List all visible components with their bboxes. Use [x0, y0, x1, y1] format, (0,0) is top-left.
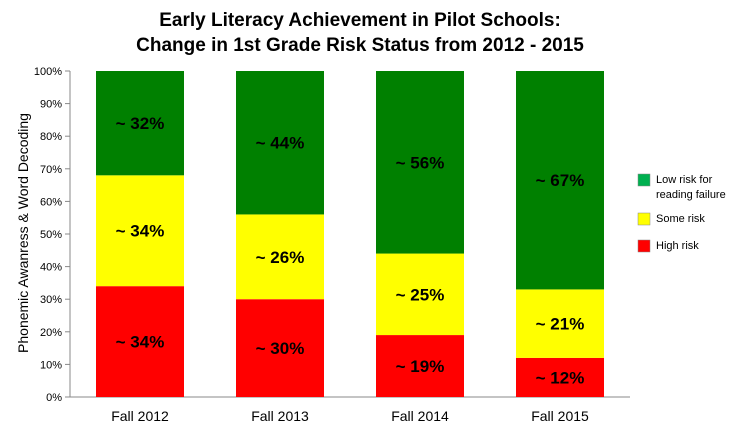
- y-tick-label: 40%: [40, 262, 62, 274]
- legend-swatch: [637, 173, 651, 187]
- bar-segment: [516, 357, 604, 397]
- x-tick-label: Fall 2015: [531, 408, 589, 424]
- data-label: ~ 32%: [116, 114, 165, 133]
- x-tick-label: Fall 2013: [251, 408, 309, 424]
- x-tick-labels: Fall 2012 Fall 2013 Fall 2014 Fall 2015: [111, 408, 589, 424]
- data-label: ~ 25%: [396, 285, 445, 304]
- x-tick-label: Fall 2012: [111, 408, 169, 424]
- bar-segment: [236, 299, 324, 397]
- bar-segment: [376, 71, 464, 254]
- chart-title: Early Literacy Achievement in Pilot Scho…: [136, 10, 584, 56]
- bar-segment: [236, 214, 324, 300]
- data-label: ~ 34%: [116, 333, 165, 352]
- y-tick-label: 20%: [40, 327, 62, 339]
- data-label: ~ 56%: [396, 153, 445, 172]
- data-label: ~ 34%: [116, 222, 165, 241]
- chart-title-line-1: Early Literacy Achievement in Pilot Scho…: [159, 10, 561, 31]
- legend-label: Some risk: [656, 213, 705, 225]
- bars: ~ 34% ~ 34% ~ 32% ~ 30% ~ 26% ~ 44% ~ 19% ~ 25%…: [96, 71, 604, 397]
- data-label: ~ 67%: [536, 171, 585, 190]
- y-tick-label: 30%: [40, 294, 62, 306]
- y-tick-label: 60%: [40, 196, 62, 208]
- data-label: ~ 26%: [256, 248, 305, 267]
- legend-label: reading failure: [656, 189, 726, 201]
- y-tick-labels: 0% 10% 20% 30% 40% 50% 60% 70% 80% 90% 100%: [34, 66, 70, 404]
- data-label: ~ 19%: [396, 357, 445, 376]
- x-tick-label: Fall 2014: [391, 408, 449, 424]
- legend-swatch: [637, 239, 651, 253]
- y-tick-label: 50%: [40, 229, 62, 241]
- y-axis-label: Phonemic Awanress & Word Decoding: [15, 113, 31, 353]
- data-label: ~ 44%: [256, 134, 305, 153]
- bar-segment: [96, 286, 184, 397]
- y-tick-label: 0%: [46, 392, 62, 404]
- bar-segment: [376, 335, 464, 397]
- y-tick-label: 90%: [40, 99, 62, 111]
- legend-label: High risk: [656, 240, 699, 252]
- y-tick-label: 80%: [40, 131, 62, 143]
- data-label: ~ 12%: [536, 368, 585, 387]
- y-tick-label: 70%: [40, 164, 62, 176]
- bar-segment: [96, 175, 184, 287]
- legend-swatch: [637, 212, 651, 226]
- data-label: ~ 21%: [536, 315, 585, 334]
- legend: Low risk for reading failure Some risk High…: [637, 173, 726, 253]
- data-label: ~ 30%: [256, 339, 305, 358]
- bar-segment: [236, 71, 324, 215]
- bar-segment: [376, 253, 464, 336]
- y-tick-label: 100%: [34, 66, 62, 78]
- bar-segment: [96, 71, 184, 176]
- bar-segment: [516, 289, 604, 358]
- y-tick-label: 10%: [40, 359, 62, 371]
- legend-label: Low risk for: [656, 174, 713, 186]
- chart-title-line-2: Change in 1st Grade Risk Status from 201…: [136, 35, 584, 56]
- bar-segment: [516, 71, 604, 290]
